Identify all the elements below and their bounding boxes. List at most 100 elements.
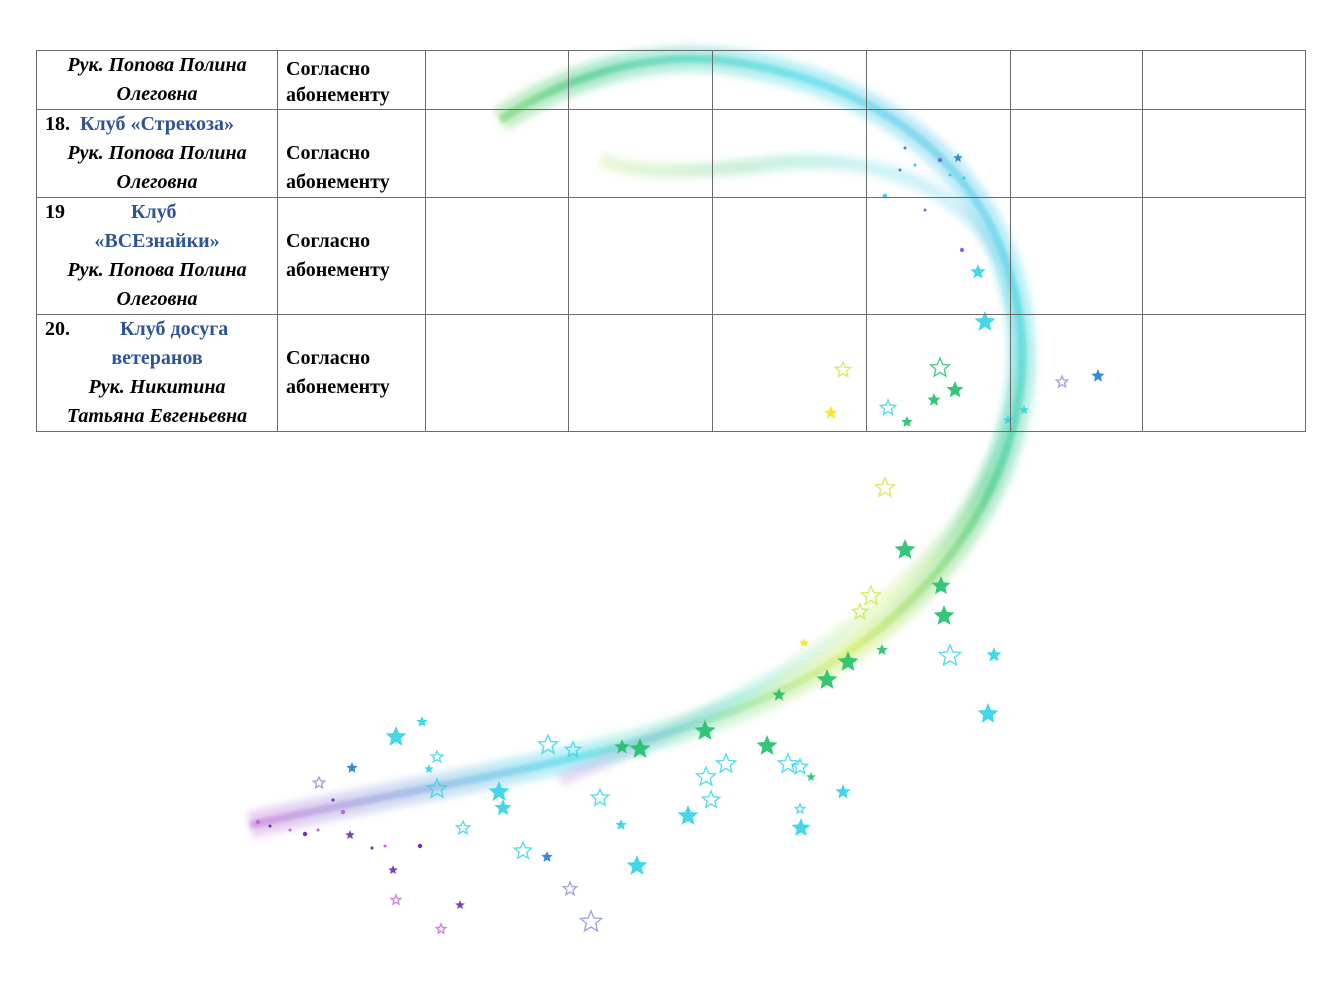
star-icon: [776, 752, 800, 774]
star-icon: [756, 735, 778, 755]
schedule-mode-cell: Согласно абонементу: [277, 314, 426, 432]
star-icon: [894, 539, 916, 559]
star-icon: [977, 703, 999, 723]
club-title: Клуб досуга: [120, 318, 229, 340]
schedule-mode-cell: Согласно абонементу: [277, 109, 426, 198]
star-icon: [429, 749, 445, 764]
star-icon: [700, 789, 722, 809]
star-icon: [311, 775, 327, 790]
empty-cell: [712, 197, 867, 315]
club-title: Клуб: [131, 201, 177, 223]
star-icon: [578, 909, 604, 933]
club-name-cell: Рук. Попова Полина Олеговна: [36, 50, 278, 110]
schedule-mode-cell: Согласно абонементу: [277, 50, 426, 110]
empty-cell: [712, 50, 867, 110]
sparkle-dot: [302, 831, 308, 837]
club-title-continued: ветеранов: [111, 347, 203, 369]
star-icon: [385, 726, 407, 746]
row-number: 18.: [45, 113, 70, 135]
star-icon: [772, 688, 786, 701]
star-icon: [346, 762, 358, 773]
star-icon: [859, 584, 883, 606]
table-row: 18. Клуб «Стрекоза» Рук. Попова Полина О…: [36, 109, 1306, 198]
club-name-cell: 20. Клуб досуга ветеранов Рук. Никитина Т…: [36, 314, 278, 432]
empty-cell: [568, 314, 713, 432]
empty-cell: [866, 109, 1011, 198]
star-icon: [931, 576, 951, 595]
empty-cell: [866, 197, 1011, 315]
star-icon: [561, 880, 579, 897]
sparkle-dot: [383, 844, 387, 848]
empty-cell: [1142, 197, 1306, 315]
sparkle-dot: [268, 824, 272, 828]
star-icon: [837, 651, 859, 671]
sparkle-dot: [255, 819, 261, 825]
star-icon: [416, 716, 428, 727]
star-icon: [536, 733, 560, 755]
table-row: Рук. Попова Полина Олеговна Согласно або…: [36, 50, 1306, 110]
star-icon: [389, 893, 403, 906]
star-icon: [933, 605, 955, 625]
club-head-name: Рук. Попова Полина Олеговна: [67, 142, 247, 193]
sparkle-dot: [316, 828, 320, 832]
empty-cell: [1142, 50, 1306, 110]
star-icon: [791, 818, 811, 837]
star-icon: [541, 851, 553, 862]
sparkle-dot: [370, 846, 374, 850]
star-icon: [677, 805, 699, 825]
club-title: Клуб «Стрекоза»: [80, 113, 235, 135]
schedule-mode-cell: Согласно абонементу: [277, 197, 426, 315]
sparkle-dot: [288, 828, 292, 832]
club-schedule-table: Рук. Попова Полина Олеговна Согласно або…: [36, 50, 1306, 432]
star-icon: [714, 752, 738, 774]
empty-cell: [866, 50, 1011, 110]
star-icon: [876, 644, 888, 655]
star-icon: [937, 643, 963, 667]
star-icon: [850, 602, 870, 620]
empty-cell: [425, 314, 569, 432]
star-icon: [614, 739, 630, 754]
star-icon: [615, 819, 627, 830]
empty-cell: [866, 314, 1011, 432]
sparkle-dot: [417, 843, 423, 849]
table-row: 19 Клуб «ВСЕзнайки» Рук. Попова Полина Ол…: [36, 197, 1306, 315]
star-icon: [589, 787, 611, 807]
empty-cell: [712, 314, 867, 432]
star-icon: [388, 865, 398, 874]
empty-cell: [568, 109, 713, 198]
club-head-name: Рук. Попова Полина Олеговна: [67, 54, 247, 105]
club-head-name: Рук. Никитина Татьяна Евгеньевна: [66, 376, 248, 427]
star-icon: [425, 777, 449, 799]
star-icon: [563, 740, 583, 758]
club-head-name: Рук. Попова Полина Олеговна: [67, 259, 247, 310]
star-icon: [494, 799, 512, 816]
empty-cell: [1010, 50, 1143, 110]
empty-cell: [425, 197, 569, 315]
star-icon: [873, 476, 897, 498]
empty-cell: [1142, 314, 1306, 432]
club-title-continued: «ВСЕзнайки»: [94, 230, 220, 252]
star-icon: [488, 781, 510, 801]
star-icon: [694, 720, 716, 740]
star-icon: [434, 922, 448, 935]
empty-cell: [568, 50, 713, 110]
empty-cell: [1142, 109, 1306, 198]
star-icon: [454, 819, 472, 836]
star-icon: [816, 669, 838, 689]
empty-cell: [1010, 109, 1143, 198]
empty-cell: [1010, 314, 1143, 432]
empty-cell: [425, 50, 569, 110]
club-name-cell: 19 Клуб «ВСЕзнайки» Рук. Попова Полина Ол…: [36, 197, 278, 315]
star-icon: [629, 738, 651, 758]
star-icon: [694, 765, 718, 787]
row-number: 20.: [45, 318, 70, 340]
star-icon: [512, 840, 534, 860]
star-icon: [626, 855, 648, 875]
club-name-cell: 18. Клуб «Стрекоза» Рук. Попова Полина О…: [36, 109, 278, 198]
empty-cell: [712, 109, 867, 198]
star-icon: [455, 900, 465, 909]
star-icon: [345, 830, 355, 839]
star-icon: [793, 802, 807, 815]
empty-cell: [425, 109, 569, 198]
star-icon: [424, 764, 434, 773]
